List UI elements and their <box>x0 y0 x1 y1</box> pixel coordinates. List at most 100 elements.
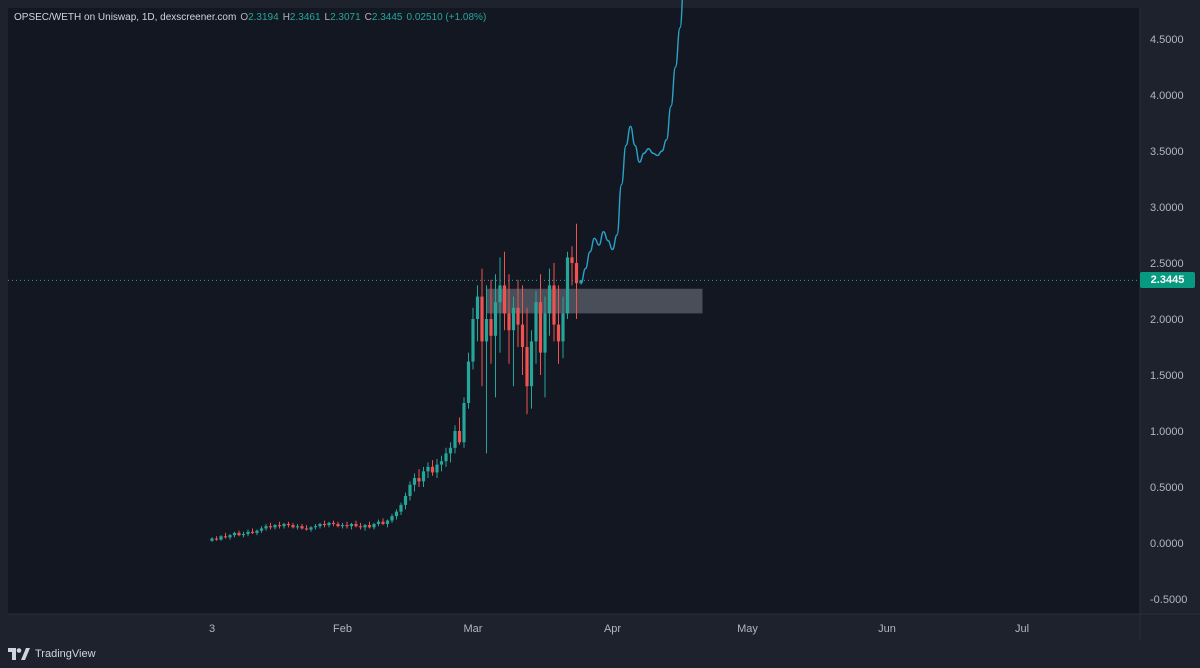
y-tick-label: 1.5000 <box>1150 370 1184 382</box>
candle <box>570 246 574 286</box>
candle <box>336 521 340 528</box>
candle <box>372 522 376 530</box>
low-value: 2.3071 <box>330 12 361 23</box>
candle-body <box>259 528 264 531</box>
candle-body <box>273 525 277 528</box>
candle-body <box>300 526 304 529</box>
candle <box>250 528 255 535</box>
candle <box>318 522 322 529</box>
candle-body <box>354 523 358 527</box>
candle-body <box>399 504 403 512</box>
candle-body <box>417 478 421 482</box>
candle <box>430 460 435 476</box>
candle <box>448 442 453 463</box>
close-value: 2.3445 <box>371 12 403 23</box>
candle <box>421 466 426 487</box>
candle <box>228 534 232 540</box>
candle <box>529 330 534 409</box>
x-tick-label: Apr <box>604 623 621 635</box>
high-value: 2.3461 <box>289 12 321 23</box>
candle <box>489 279 493 364</box>
candle <box>259 526 264 533</box>
candle <box>340 522 345 529</box>
y-tick-label: 1.0000 <box>1150 426 1184 438</box>
candle <box>417 469 421 487</box>
candle <box>516 279 520 347</box>
candle <box>273 523 277 530</box>
candle <box>210 537 214 542</box>
candle-body <box>241 534 246 536</box>
candle-body <box>552 285 556 325</box>
candle-body <box>255 530 259 533</box>
candle <box>237 530 241 537</box>
candle <box>219 535 223 541</box>
candle-body <box>471 319 475 362</box>
footer-bar <box>0 641 1200 668</box>
candle <box>403 492 408 510</box>
candle <box>466 352 471 409</box>
candle-body <box>295 526 300 528</box>
y-tick-label: 2.0000 <box>1150 314 1184 326</box>
candle <box>322 520 327 528</box>
candle <box>363 523 367 531</box>
candle-body <box>286 523 291 526</box>
candle-body <box>313 526 318 528</box>
candle-body <box>358 526 363 528</box>
candle <box>232 531 237 538</box>
candle-body <box>403 495 408 505</box>
candle <box>381 518 385 526</box>
candle-body <box>385 520 390 524</box>
candle <box>556 285 561 364</box>
candle-body <box>529 341 534 387</box>
candle <box>480 268 484 387</box>
candle-body <box>322 523 327 526</box>
candle <box>543 296 547 398</box>
candle-body <box>484 319 489 342</box>
candle <box>390 513 394 523</box>
candle-body <box>331 522 336 524</box>
candle <box>498 257 502 353</box>
candle <box>300 523 304 530</box>
candle-body <box>426 466 430 472</box>
candle <box>475 285 480 342</box>
candle <box>286 521 291 528</box>
candle-body <box>304 528 309 530</box>
close-label: C <box>364 12 372 23</box>
candle-body <box>237 532 241 536</box>
candle <box>304 525 309 531</box>
candle <box>579 280 583 285</box>
x-tick-label: Feb <box>333 623 352 635</box>
candle-body <box>511 307 516 331</box>
candle <box>552 263 556 342</box>
candle <box>444 447 448 467</box>
symbol-legend: OPSEC/WETH on Uniswap, 1D, dexscreener.c… <box>14 12 486 23</box>
candle-body <box>214 538 219 540</box>
candle <box>534 291 538 364</box>
candle-body <box>372 523 376 528</box>
candle-body <box>435 464 439 473</box>
tradingview-logo[interactable]: TradingView <box>8 648 96 660</box>
candle <box>462 397 466 448</box>
candle <box>313 523 318 530</box>
candle-body <box>534 302 538 342</box>
candle <box>394 509 399 520</box>
candle-body <box>570 257 574 263</box>
candle-body <box>210 538 214 541</box>
candle-body <box>327 522 331 526</box>
candle <box>412 473 417 492</box>
candle <box>457 417 462 445</box>
candle-body <box>579 280 583 284</box>
candle <box>511 296 516 387</box>
high-label: H <box>282 12 290 23</box>
candle-body <box>547 285 552 314</box>
y-tick-label: 0.5000 <box>1150 482 1184 494</box>
candle <box>291 522 295 529</box>
candle-body <box>448 447 453 454</box>
candle-body <box>421 471 426 482</box>
candle-body <box>475 296 480 319</box>
candle <box>408 481 412 501</box>
candle <box>538 274 543 375</box>
y-tick-label: 3.5000 <box>1150 146 1184 158</box>
candle <box>367 521 372 529</box>
